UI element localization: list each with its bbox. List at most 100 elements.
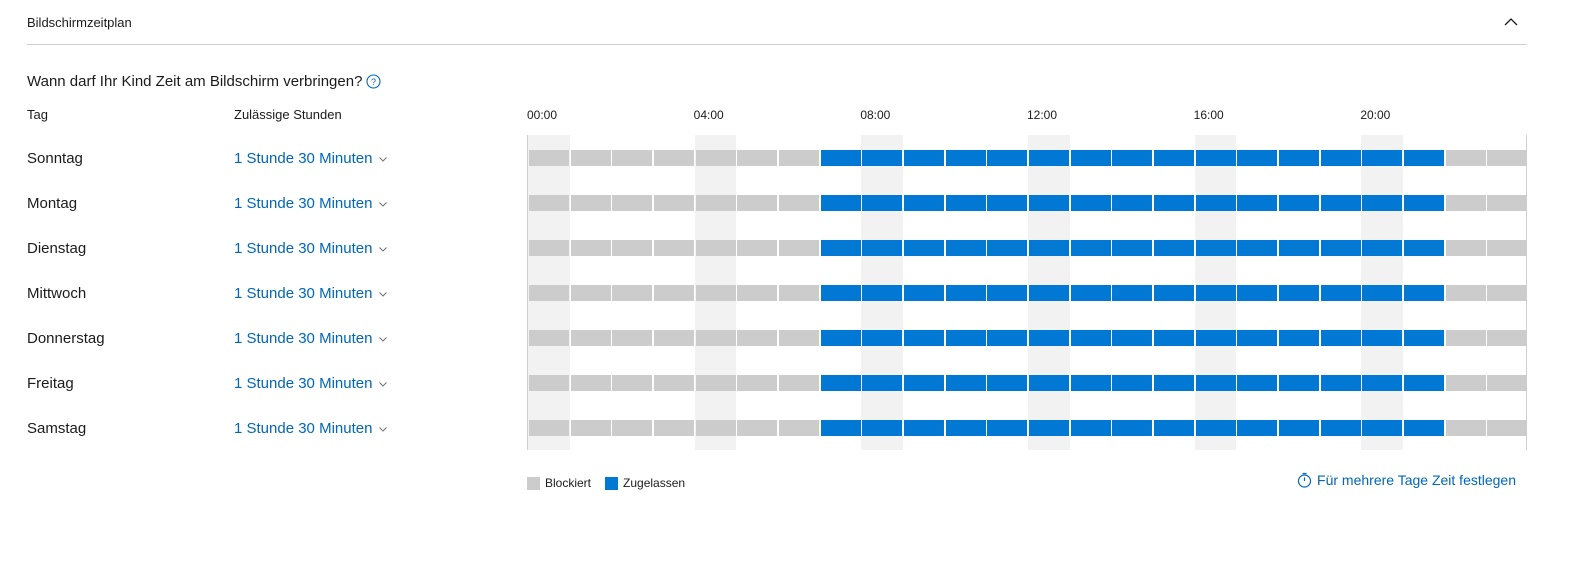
hour-cell-blocked[interactable] [1487,240,1528,256]
hour-cell-blocked[interactable] [529,240,570,256]
hour-cell-allowed[interactable] [1320,330,1361,346]
hour-cell-blocked[interactable] [570,195,611,211]
hour-cell-blocked[interactable] [1487,420,1528,436]
hour-cell-allowed[interactable] [945,285,986,301]
hour-cell-blocked[interactable] [570,330,611,346]
hour-cell-allowed[interactable] [1320,240,1361,256]
hour-cell-allowed[interactable] [862,330,903,346]
hour-cell-blocked[interactable] [1487,285,1528,301]
hour-cell-allowed[interactable] [1070,375,1111,391]
hour-cell-allowed[interactable] [1029,375,1070,391]
hour-cell-blocked[interactable] [654,375,695,391]
hour-cell-allowed[interactable] [862,420,903,436]
hour-cell-allowed[interactable] [1070,285,1111,301]
hour-cell-allowed[interactable] [1195,195,1236,211]
hour-cell-blocked[interactable] [612,375,653,391]
allowed-hours-dropdown[interactable]: 1 Stunde 30 Minuten [234,195,388,212]
hour-cell-blocked[interactable] [1487,375,1528,391]
hour-cell-allowed[interactable] [1195,150,1236,166]
hour-cell-allowed[interactable] [1404,420,1445,436]
hour-cell-allowed[interactable] [1404,375,1445,391]
hour-cell-allowed[interactable] [1070,420,1111,436]
hour-cell-blocked[interactable] [779,150,820,166]
hour-cell-allowed[interactable] [1112,150,1153,166]
hour-cell-allowed[interactable] [1279,285,1320,301]
hour-cell-allowed[interactable] [1029,150,1070,166]
hour-cell-allowed[interactable] [1404,150,1445,166]
hour-cell-allowed[interactable] [1237,330,1278,346]
hour-cell-blocked[interactable] [1445,375,1486,391]
hour-cell-allowed[interactable] [1320,420,1361,436]
hour-cell-allowed[interactable] [1237,195,1278,211]
hour-cell-blocked[interactable] [570,285,611,301]
hour-cell-allowed[interactable] [862,375,903,391]
hour-cell-allowed[interactable] [1154,240,1195,256]
hour-cell-blocked[interactable] [737,195,778,211]
hour-cell-blocked[interactable] [779,375,820,391]
hour-cell-allowed[interactable] [1029,240,1070,256]
hour-cell-blocked[interactable] [570,150,611,166]
hour-cell-allowed[interactable] [1279,240,1320,256]
hour-cell-allowed[interactable] [1320,195,1361,211]
hour-cell-blocked[interactable] [570,420,611,436]
hour-cell-blocked[interactable] [612,150,653,166]
hour-cell-blocked[interactable] [779,240,820,256]
hour-cell-allowed[interactable] [1154,195,1195,211]
hour-cell-allowed[interactable] [1029,285,1070,301]
hour-cell-blocked[interactable] [695,150,736,166]
hour-cell-allowed[interactable] [1112,420,1153,436]
hour-cell-blocked[interactable] [570,375,611,391]
hour-cell-allowed[interactable] [1362,150,1403,166]
hour-cell-allowed[interactable] [1154,420,1195,436]
hour-cell-allowed[interactable] [1362,420,1403,436]
hour-cell-blocked[interactable] [695,375,736,391]
hour-cell-allowed[interactable] [1112,240,1153,256]
hour-cell-allowed[interactable] [820,195,861,211]
hour-cell-allowed[interactable] [1237,420,1278,436]
hour-cell-allowed[interactable] [1279,195,1320,211]
hour-cell-allowed[interactable] [820,375,861,391]
hour-cell-blocked[interactable] [1487,195,1528,211]
hour-cell-blocked[interactable] [654,420,695,436]
hour-cell-blocked[interactable] [737,240,778,256]
hour-cell-blocked[interactable] [1487,150,1528,166]
hour-cell-allowed[interactable] [945,195,986,211]
hour-cell-allowed[interactable] [862,195,903,211]
hour-cell-allowed[interactable] [820,240,861,256]
hour-cell-blocked[interactable] [612,285,653,301]
hour-cell-blocked[interactable] [612,240,653,256]
hour-cell-allowed[interactable] [987,420,1028,436]
hour-cell-blocked[interactable] [529,195,570,211]
hour-cell-blocked[interactable] [654,285,695,301]
hour-cell-allowed[interactable] [1362,195,1403,211]
hour-cell-allowed[interactable] [904,285,945,301]
hour-cell-blocked[interactable] [529,150,570,166]
hour-cell-allowed[interactable] [987,330,1028,346]
hour-cell-allowed[interactable] [1154,375,1195,391]
hour-cell-allowed[interactable] [820,285,861,301]
hour-cell-allowed[interactable] [1112,375,1153,391]
hour-cell-blocked[interactable] [1445,330,1486,346]
hour-cell-blocked[interactable] [529,420,570,436]
hour-cell-allowed[interactable] [987,285,1028,301]
hour-cell-allowed[interactable] [1237,150,1278,166]
allowed-hours-dropdown[interactable]: 1 Stunde 30 Minuten [234,375,388,392]
hour-cell-allowed[interactable] [904,420,945,436]
hour-cell-allowed[interactable] [945,240,986,256]
hour-cell-blocked[interactable] [737,330,778,346]
hour-cell-allowed[interactable] [1195,375,1236,391]
hour-cell-allowed[interactable] [1195,420,1236,436]
hour-cell-allowed[interactable] [1029,195,1070,211]
hour-cell-allowed[interactable] [945,150,986,166]
hour-cell-allowed[interactable] [1070,330,1111,346]
hour-cell-allowed[interactable] [862,150,903,166]
hour-cell-blocked[interactable] [529,285,570,301]
hour-cell-allowed[interactable] [1154,150,1195,166]
hour-cell-allowed[interactable] [1320,375,1361,391]
hour-cell-blocked[interactable] [695,420,736,436]
hour-cell-allowed[interactable] [1154,330,1195,346]
hour-cell-allowed[interactable] [1362,285,1403,301]
hour-cell-blocked[interactable] [695,240,736,256]
hour-cell-allowed[interactable] [987,375,1028,391]
hour-cell-allowed[interactable] [987,150,1028,166]
